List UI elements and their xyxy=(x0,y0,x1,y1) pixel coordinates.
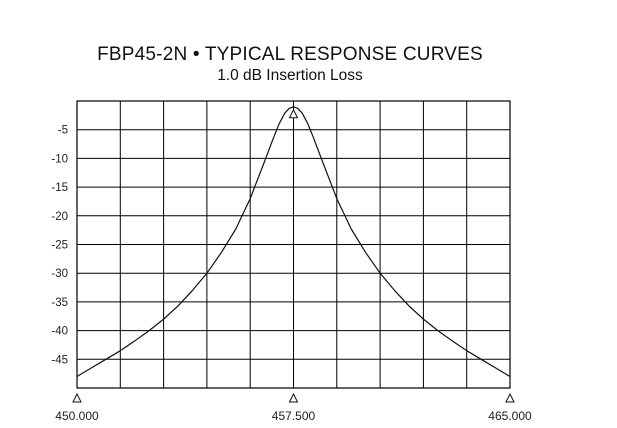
chart-grid xyxy=(77,101,510,388)
y-tick-label: -10 xyxy=(51,153,68,165)
y-tick-label: -25 xyxy=(51,240,68,252)
x-axis-ticks: 450.000 457.500 465.000 xyxy=(55,409,532,423)
marker-layer xyxy=(72,108,515,403)
y-tick-label: -20 xyxy=(51,211,68,223)
triangle-marker xyxy=(288,108,299,119)
y-tick-label: -15 xyxy=(51,182,68,194)
plot-border xyxy=(76,100,511,389)
series-layer xyxy=(76,106,511,378)
chart-title: FBP45-2N • TYPICAL RESPONSE CURVES xyxy=(97,44,483,65)
y-tick-label: -5 xyxy=(58,125,68,137)
x-tick-label: 450.000 xyxy=(55,409,99,423)
x-tick-label: 457.500 xyxy=(272,409,316,423)
y-tick-label: -35 xyxy=(51,297,68,309)
chart-subtitle: 1.0 dB Insertion Loss xyxy=(217,67,363,84)
y-tick-label: -45 xyxy=(51,354,68,366)
y-tick-label: -30 xyxy=(51,268,68,280)
triangle-marker xyxy=(288,392,299,403)
triangle-marker xyxy=(505,392,515,403)
x-tick-label: 465.000 xyxy=(488,409,532,423)
response-curve-line xyxy=(76,106,511,378)
triangle-marker xyxy=(72,392,82,403)
y-tick-label: -40 xyxy=(51,326,68,338)
plot-frame xyxy=(76,100,511,389)
y-axis-ticks: -5 -10 -15 -20 -25 -30 -35 -40 -45 xyxy=(51,125,68,367)
